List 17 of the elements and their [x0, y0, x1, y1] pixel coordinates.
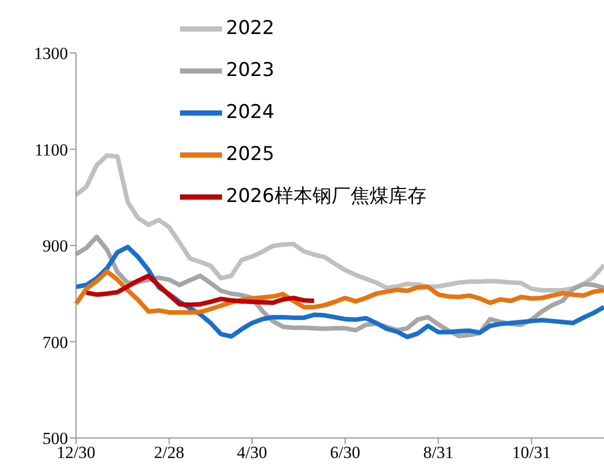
- line-series: [74, 269, 604, 315]
- x-tick-label: 4/30: [236, 443, 268, 462]
- y-tick-label: 900: [42, 236, 68, 256]
- legend-label: 2024: [226, 101, 274, 124]
- y-tick-label: 1100: [34, 140, 68, 160]
- legend-label: 2025: [226, 143, 274, 166]
- x-tick-label: 2/28: [154, 443, 184, 462]
- legend-label: 2026样本钢厂焦煤库存: [226, 185, 426, 208]
- legend-label: 2022: [226, 17, 274, 40]
- x-tick-label: 6/30: [330, 443, 360, 462]
- x-tick-label: 8/31: [423, 443, 454, 462]
- y-tick-label: 1300: [34, 44, 68, 64]
- y-tick-label: 700: [42, 332, 68, 352]
- x-tick-label: 12/30: [56, 443, 96, 462]
- line-series: [84, 274, 316, 307]
- x-tick-label: 10/31: [512, 443, 551, 462]
- legend-label: 2023: [226, 59, 274, 82]
